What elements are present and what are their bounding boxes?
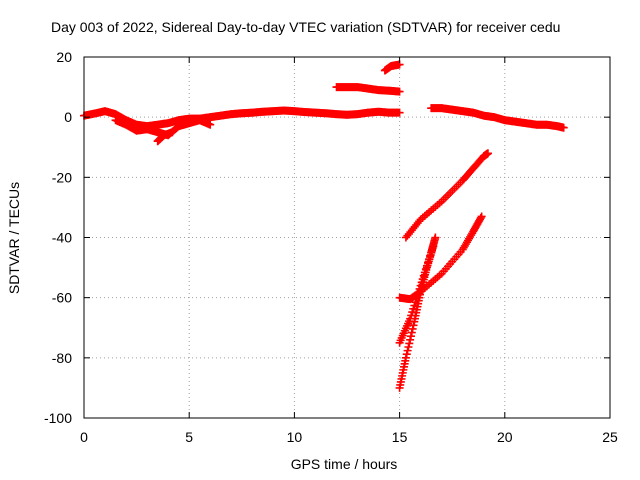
data-point-marker xyxy=(483,149,492,158)
data-series-3 xyxy=(153,128,177,146)
x-tick-label: 25 xyxy=(602,429,618,445)
data-series-10 xyxy=(395,242,438,392)
y-axis-label: SDTVAR / TECUs xyxy=(6,181,22,295)
axis-ticks: 0 5 10 15 20 25 -100 -80 -60 -40 -20 0 20 xyxy=(44,49,618,445)
data-series xyxy=(80,60,568,392)
data-point-marker xyxy=(409,321,418,330)
data-point-marker xyxy=(402,350,411,359)
data-series-7 xyxy=(401,149,492,242)
data-point-marker xyxy=(401,353,410,362)
data-series-4 xyxy=(332,83,404,96)
data-point-marker xyxy=(168,128,177,137)
data-point-marker xyxy=(406,335,415,344)
y-tick-label: 20 xyxy=(56,49,72,65)
data-point-marker xyxy=(406,332,415,341)
data-point-marker xyxy=(476,213,485,222)
data-series-8 xyxy=(395,212,486,304)
y-tick-label: 0 xyxy=(64,109,72,125)
x-tick-label: 10 xyxy=(287,429,303,445)
data-point-marker xyxy=(559,123,568,132)
data-point-marker xyxy=(395,108,404,117)
y-tick-label: -100 xyxy=(44,410,72,426)
y-tick-label: -60 xyxy=(52,290,72,306)
x-tick-label: 15 xyxy=(392,429,408,445)
data-point-marker xyxy=(477,212,486,221)
x-tick-label: 0 xyxy=(80,429,88,445)
data-point-marker xyxy=(206,120,215,129)
data-point-marker xyxy=(405,339,414,348)
y-tick-label: -20 xyxy=(52,169,72,185)
x-tick-label: 20 xyxy=(497,429,513,445)
data-point-marker xyxy=(404,343,413,352)
y-tick-label: -80 xyxy=(52,350,72,366)
x-tick-label: 5 xyxy=(185,429,193,445)
chart-title: Day 003 of 2022, Sidereal Day-to-day VTE… xyxy=(51,19,561,35)
data-point-marker xyxy=(431,233,440,242)
data-point-marker xyxy=(395,87,404,96)
data-point-marker xyxy=(415,217,424,226)
y-tick-label: -40 xyxy=(52,230,72,246)
data-point-marker xyxy=(407,328,416,337)
data-point-marker xyxy=(429,242,438,251)
data-series-6 xyxy=(427,104,568,132)
x-axis-label: GPS time / hours xyxy=(290,456,398,472)
data-series-5 xyxy=(380,60,404,75)
data-point-marker xyxy=(408,324,417,333)
data-point-marker xyxy=(403,346,412,355)
